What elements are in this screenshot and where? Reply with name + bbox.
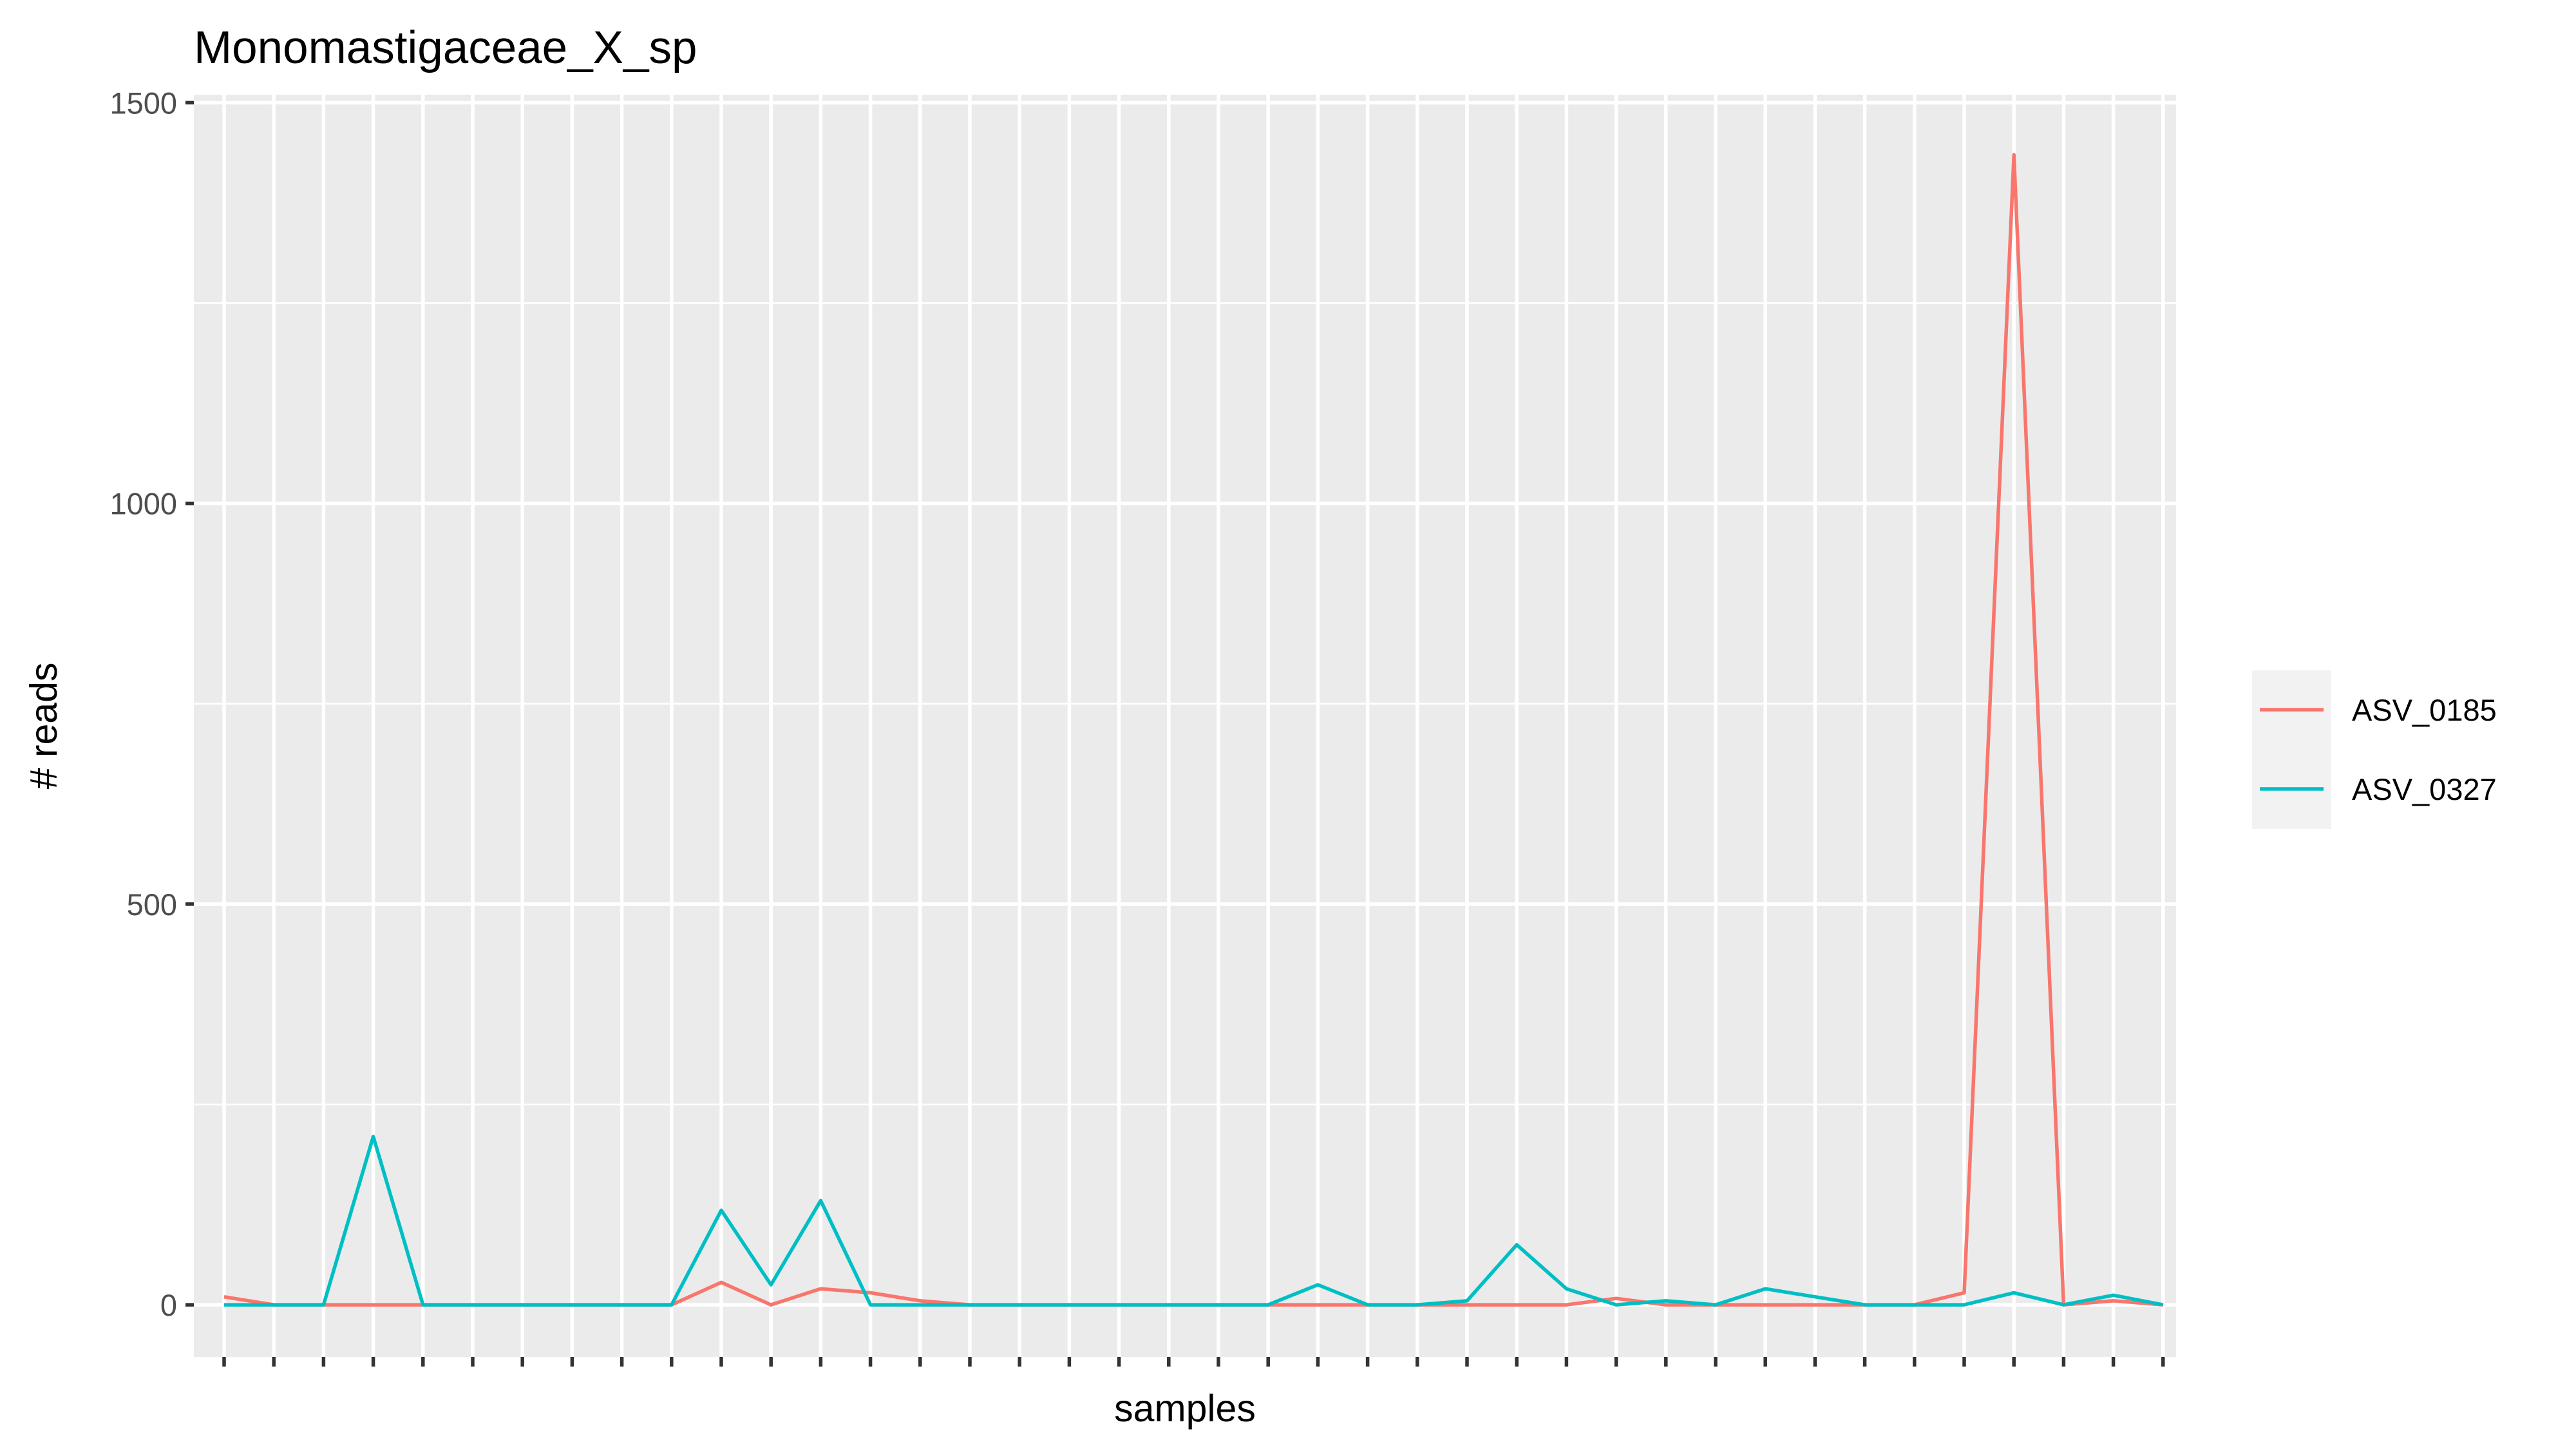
y-tick-label: 500 (127, 887, 177, 922)
y-tick-label: 1500 (109, 86, 177, 120)
y-axis: 0 500 1000 1500 (109, 86, 194, 1322)
plot-panel (194, 95, 2176, 1357)
y-tick-label: 1000 (109, 487, 177, 521)
major-gridlines (194, 95, 2176, 1357)
x-axis (222, 1357, 2165, 1367)
y-axis-title: # reads (23, 663, 65, 790)
legend-label-asv-0185: ASV_0185 (2352, 693, 2497, 727)
series-layer (223, 153, 2164, 1307)
minor-gridlines (194, 302, 2176, 1106)
series-line-asv-0327 (224, 1135, 2164, 1307)
legend: ASV_0185 ASV_0327 (2252, 670, 2497, 829)
y-tick-label: 0 (160, 1288, 177, 1322)
legend-label-asv-0327: ASV_0327 (2352, 772, 2497, 806)
chart-title: Monomastigaceae_X_sp (194, 23, 697, 73)
x-axis-title: samples (1114, 1387, 1256, 1430)
